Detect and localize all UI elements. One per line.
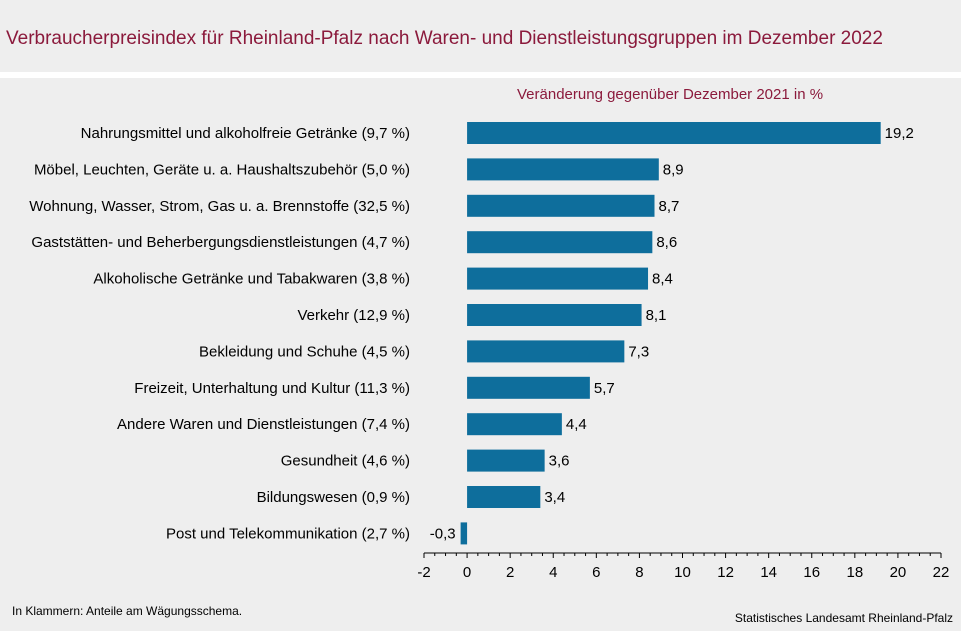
x-tick-label: 12 [717,564,734,581]
category-label: Post und Telekommunikation (2,7 %) [166,525,410,542]
bar [467,231,653,254]
value-label: 4,4 [566,416,587,433]
value-label: 3,6 [549,453,570,470]
category-label: Möbel, Leuchten, Geräte u. a. Haushaltsz… [34,161,410,178]
value-label: 3,4 [544,489,565,506]
value-label: 8,6 [656,234,677,251]
category-label: Gesundheit (4,6 %) [281,453,410,470]
bar [467,486,541,508]
category-label: Gaststätten- und Beherbergungsdienstleis… [31,234,410,251]
x-tick-label: 0 [463,564,471,581]
bar [467,304,642,326]
bar [467,122,881,144]
bar [467,376,590,399]
bar [467,340,625,363]
x-tick-label: 4 [549,564,557,581]
x-tick-label: 6 [592,564,600,581]
x-tick-label: 8 [635,564,643,581]
bar [467,158,659,181]
bar [467,413,562,436]
value-label: 19,2 [885,125,914,142]
value-label: 5,7 [594,380,615,397]
value-label: 8,1 [646,307,667,324]
value-label: 8,4 [652,271,673,288]
bar [467,267,649,290]
footnote: In Klammern: Anteile am Wägungsschema. [12,604,243,618]
category-label: Andere Waren und Dienstleistungen (7,4 %… [117,416,410,433]
chart-subtitle: Veränderung gegenüber Dezember 2021 in % [517,86,824,103]
x-tick-label: 2 [506,564,514,581]
bar [467,194,655,217]
bar [467,449,545,472]
title-bar: Verbraucherpreisindex für Rheinland-Pfal… [0,0,961,72]
x-tick-label: 10 [674,564,691,581]
category-label: Bekleidung und Schuhe (4,5 %) [199,343,410,360]
category-label: Freizeit, Unterhaltung und Kultur (11,3 … [134,380,410,397]
source-credit: Statistisches Landesamt Rheinland-Pfalz [734,611,953,625]
x-tick-label: 20 [890,564,907,581]
value-label: 8,9 [663,161,684,178]
page-title: Verbraucherpreisindex für Rheinland-Pfal… [6,28,883,49]
x-tick-label: 22 [933,564,950,581]
x-tick-label: 14 [760,564,777,581]
category-label: Alkoholische Getränke und Tabakwaren (3,… [93,271,410,288]
x-tick-label: -2 [417,564,430,581]
category-label: Bildungswesen (0,9 %) [257,489,410,506]
x-tick-label: 18 [846,564,863,581]
x-tick-label: 16 [803,564,820,581]
category-label: Wohnung, Wasser, Strom, Gas u. a. Brenns… [29,198,410,215]
value-label: 7,3 [628,343,649,360]
bar [460,522,468,545]
category-label: Nahrungsmittel und alkoholfreie Getränke… [81,125,410,142]
title-divider [0,72,961,78]
category-label: Verkehr (12,9 %) [297,307,410,324]
value-label: -0,3 [430,525,456,542]
value-label: 8,7 [658,198,679,215]
